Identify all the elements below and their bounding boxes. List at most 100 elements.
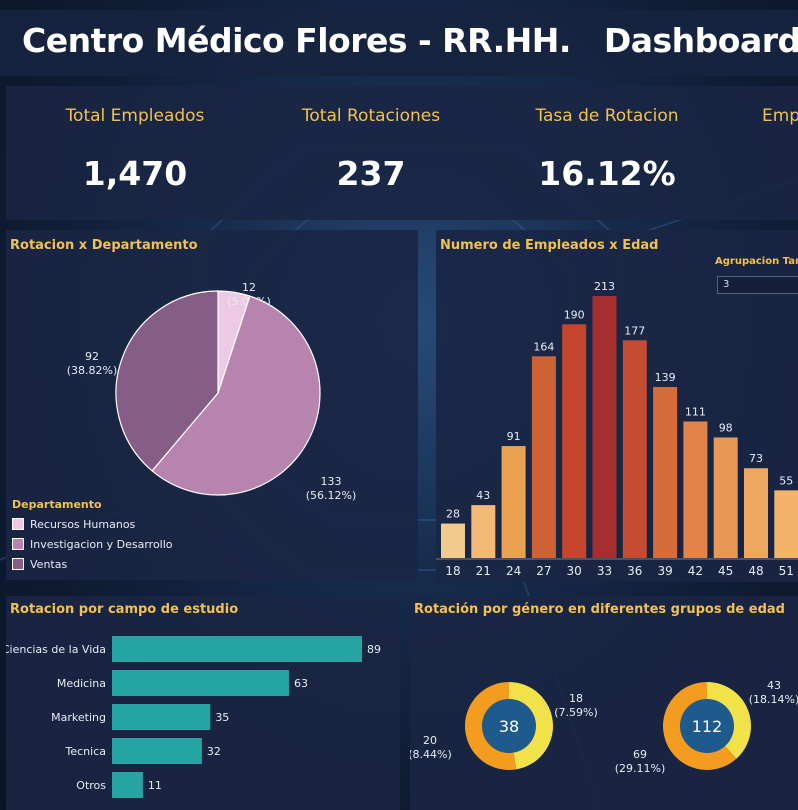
age-axis-tick-label: 24 — [506, 564, 521, 578]
legend-label: Recursos Humanos — [30, 517, 136, 531]
agrupacion-input[interactable]: 3 — [717, 276, 798, 294]
age-axis-tick-label: 36 — [627, 564, 642, 578]
pie-slice-value-label: 133 — [321, 475, 342, 488]
age-axis-tick-label: 18 — [445, 564, 460, 578]
field-bar-value-label: 89 — [367, 643, 381, 656]
pie-slice-2 — [115, 290, 219, 472]
gender-panel: Rotación por género en diferentes grupos… — [410, 596, 798, 810]
field-bar-value-label: 32 — [207, 745, 221, 758]
age-bar — [471, 505, 496, 558]
agrupacion-label: Agrupacion Tam — [715, 256, 798, 267]
age-bar-value-label: 91 — [507, 430, 521, 443]
age-bar — [653, 387, 678, 558]
field-bar — [112, 738, 202, 764]
age-bar-value-label: 55 — [779, 474, 793, 487]
donut-slice-percent-label: (8.44%) — [410, 748, 452, 761]
donut-slice-value-label: 18 — [569, 692, 583, 705]
age-bar-value-label: 43 — [476, 489, 490, 502]
age-bar-value-label: 28 — [446, 508, 460, 521]
pie-slice-percent-label: (56.12%) — [306, 489, 357, 502]
age-axis-tick-label: 39 — [657, 564, 672, 578]
age-bar-value-label: 139 — [655, 371, 676, 384]
age-bar — [441, 523, 465, 558]
age-axis-tick-label: 21 — [476, 564, 491, 578]
age-axis-tick-label: 27 — [536, 564, 551, 578]
donut-slice-value-label: 43 — [767, 679, 781, 692]
kpi-value: 1,470 — [82, 154, 188, 193]
gender-panel-title: Rotación por género en diferentes grupos… — [414, 602, 785, 617]
donut-total-label: 38 — [499, 717, 519, 736]
age-bar-value-label: 213 — [594, 280, 615, 293]
age-bar-chart: 28 18 43 21 91 24 164 27 190 30 213 33 177 36 139 39 111… — [436, 280, 798, 578]
age-bar-value-label: 190 — [564, 308, 585, 321]
age-bar-value-label: 98 — [719, 421, 733, 434]
age-axis-tick-label: 45 — [718, 564, 733, 578]
field-bar — [112, 670, 289, 696]
kpi-label: Total Empleados — [65, 106, 205, 126]
donut-slice-value-label: 20 — [423, 734, 437, 747]
legend-item-recursos-humanos[interactable]: Recursos Humanos — [12, 516, 135, 532]
age-axis-tick-label: 51 — [779, 564, 794, 578]
field-bar-value-label: 35 — [215, 711, 229, 724]
pie-slice-value-label: 92 — [85, 350, 99, 363]
field-panel-title: Rotacion por campo de estudio — [10, 602, 239, 617]
field-category-label: Tecnica — [65, 745, 106, 758]
pie-panel-title: Rotacion x Departamento — [10, 238, 198, 253]
field-category-label: Otros — [76, 779, 106, 792]
pie-slice-1 — [151, 295, 321, 496]
age-axis-tick-label: 42 — [688, 564, 703, 578]
title-bar: Centro Médico Flores - RR.HH. Dashboard — [0, 10, 798, 76]
department-pie-chart: 12(5.06%)133(56.12%)92(38.82%) — [67, 281, 357, 502]
donut-slice-percent-label: (7.59%) — [554, 706, 598, 719]
gender-donut-charts: 18(7.59%) 20(8.44%) 38 43(18.14%) 69(29.11%)… — [410, 679, 798, 775]
age-bar — [683, 421, 708, 558]
age-bar — [774, 490, 798, 558]
field-category-label: Marketing — [51, 711, 106, 724]
age-bar — [592, 296, 617, 558]
kpi-value: 16.12% — [538, 154, 676, 193]
donut-total-label: 112 — [692, 717, 723, 736]
age-bar — [622, 340, 647, 558]
field-bar — [112, 704, 211, 730]
legend-swatch — [12, 518, 24, 530]
field-of-study-bar-chart: Ciencias de la Vida 89 Medicina 63 Marketing… — [6, 636, 381, 798]
age-axis-tick-label: 48 — [748, 564, 763, 578]
kpi-total-empleados: Total Empleados 1,470 — [30, 86, 240, 220]
age-bar-value-label: 177 — [624, 324, 645, 337]
donut-center — [680, 699, 734, 753]
donut-center — [482, 699, 536, 753]
kpi-label: Total Rotaciones — [301, 106, 441, 126]
age-bar — [562, 324, 587, 558]
age-bar-value-label: 111 — [685, 405, 706, 418]
pie-slice-percent-label: (38.82%) — [67, 364, 118, 377]
kpi-label: Tasa de Rotacion — [535, 106, 679, 126]
age-bar — [501, 446, 526, 558]
kpi-total-rotaciones: Total Rotaciones 237 — [266, 86, 476, 220]
legend-title: Departamento — [12, 498, 102, 511]
pie-panel: Rotacion x Departamento 12(5.06%)133(56.… — [6, 230, 418, 580]
age-bar-value-label: 164 — [533, 340, 554, 353]
field-bar-value-label: 63 — [294, 677, 308, 690]
donut-slice-percent-label: (18.14%) — [749, 693, 798, 706]
age-bar-value-label: 73 — [749, 452, 763, 465]
field-of-study-panel: Rotacion por campo de estudio Ciencias d… — [6, 596, 400, 810]
age-bar-panel-title: Numero de Empleados x Edad — [440, 238, 659, 253]
kpi-panel: Total Empleados 1,470 Total Rotaciones 2… — [6, 86, 798, 220]
legend-swatch — [12, 558, 24, 570]
field-bar — [112, 636, 362, 662]
field-bar-value-label: 11 — [148, 779, 162, 792]
donut-slice-percent-label: (29.11%) — [615, 762, 666, 775]
age-bar-panel: Numero de Empleados x Edad Agrupacion Ta… — [436, 230, 798, 582]
legend-item-ventas[interactable]: Ventas — [12, 556, 67, 572]
legend-item-investigacion[interactable]: Investigacion y Desarrollo — [12, 536, 173, 552]
page-title: Centro Médico Flores - RR.HH. Dashboard — [22, 21, 798, 60]
kpi-tasa-rotacion: Tasa de Rotacion 16.12% — [502, 86, 712, 220]
age-bar — [531, 356, 556, 558]
age-axis-tick-label: 33 — [597, 564, 612, 578]
field-bar — [112, 772, 143, 798]
legend-label: Investigacion y Desarrollo — [30, 537, 173, 551]
pie-slice-value-label: 12 — [242, 281, 256, 294]
field-category-label: Medicina — [57, 677, 106, 690]
kpi-label: Emp — [762, 106, 798, 126]
legend-swatch — [12, 538, 24, 550]
